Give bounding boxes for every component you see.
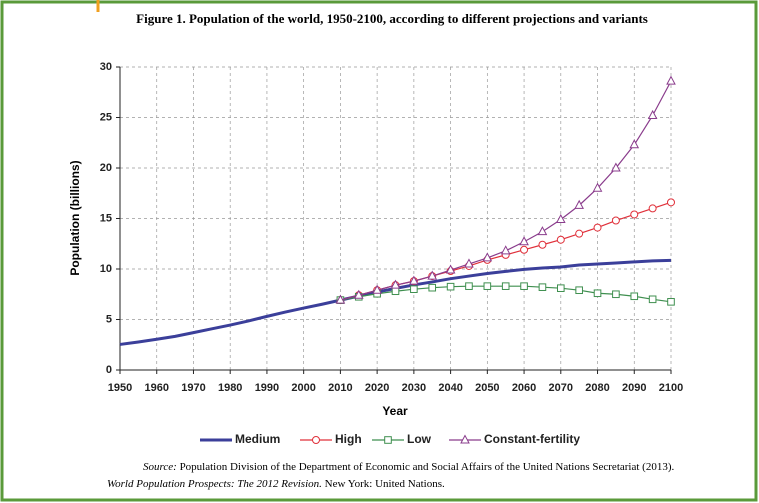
y-tick-label: 20	[100, 162, 112, 174]
legend-label: Medium	[235, 432, 280, 446]
y-tick-label: 5	[106, 313, 112, 325]
marker	[482, 252, 493, 262]
marker	[612, 290, 620, 299]
marker	[557, 284, 565, 292]
marker	[335, 294, 346, 304]
marker	[667, 298, 675, 306]
marker	[575, 229, 584, 238]
legend-label: High	[335, 432, 362, 446]
marker	[460, 434, 470, 444]
y-tick-label: 15	[100, 212, 112, 224]
marker	[520, 245, 529, 254]
citation: World Population Prospects: The 2012 Rev…	[107, 478, 445, 490]
marker	[390, 279, 401, 289]
marker	[410, 285, 418, 293]
x-tick-label: 2090	[622, 382, 646, 394]
marker	[556, 235, 565, 244]
x-tick-label: 2070	[549, 382, 573, 394]
marker	[647, 109, 658, 119]
x-tick-label: 2020	[365, 382, 389, 394]
marker	[520, 282, 528, 290]
y-tick-label: 10	[100, 263, 112, 275]
marker	[445, 264, 456, 274]
marker	[592, 182, 603, 192]
marker	[667, 198, 675, 207]
x-tick-label: 2100	[659, 382, 683, 394]
marker	[384, 436, 392, 444]
source: Source: Population Division of the Depar…	[143, 461, 674, 473]
marker	[611, 162, 621, 172]
marker	[666, 75, 676, 85]
citation-title: World Population Prospects: The 2012 Rev…	[107, 478, 322, 490]
marker	[575, 286, 583, 295]
marker	[630, 292, 639, 301]
marker	[500, 245, 511, 255]
marker	[428, 283, 437, 292]
source-label: Source:	[143, 461, 177, 473]
x-tick-label: 2000	[291, 382, 315, 394]
marker	[574, 199, 585, 209]
marker	[630, 210, 639, 219]
marker	[593, 223, 602, 232]
marker	[372, 284, 382, 294]
marker	[483, 282, 492, 290]
marker	[648, 295, 657, 304]
y-tick-label: 30	[100, 61, 112, 73]
marker	[464, 258, 474, 268]
marker	[427, 270, 438, 280]
x-tick-label: 2010	[328, 382, 352, 394]
series-line	[119, 258, 672, 346]
citation-text: New York: United Nations.	[322, 478, 445, 490]
marker	[391, 287, 400, 296]
x-axis-label: Year	[382, 404, 408, 418]
marker	[538, 283, 547, 291]
x-tick-label: 1990	[255, 382, 279, 394]
x-tick-label: 2030	[402, 382, 426, 394]
marker	[537, 226, 548, 236]
marker	[611, 216, 620, 225]
x-tick-label: 2060	[512, 382, 536, 394]
x-tick-label: 1970	[181, 382, 205, 394]
marker	[555, 213, 566, 224]
x-tick-label: 1980	[218, 382, 242, 394]
marker	[501, 282, 510, 290]
marker	[519, 236, 529, 246]
source-text: Population Division of the Department of…	[177, 461, 675, 473]
marker	[538, 240, 547, 249]
x-tick-label: 1950	[108, 382, 132, 394]
x-tick-label: 2050	[475, 382, 499, 394]
chart-title: Figure 1. Population of the world, 1950-…	[136, 11, 648, 26]
y-tick-label: 25	[100, 111, 112, 123]
marker	[312, 436, 320, 444]
marker	[648, 204, 657, 213]
x-tick-label: 2040	[438, 382, 462, 394]
marker	[593, 289, 602, 298]
legend-label: Constant-fertility	[484, 432, 580, 446]
y-axis-label: Population (billions)	[68, 160, 82, 275]
marker	[465, 282, 473, 290]
series-line	[340, 80, 672, 301]
x-tick-label: 1960	[144, 382, 168, 394]
marker	[353, 289, 364, 299]
legend-label: Low	[407, 432, 432, 446]
marker	[409, 275, 419, 285]
y-tick-label: 0	[106, 364, 112, 376]
marker	[629, 139, 640, 149]
x-tick-label: 2080	[585, 382, 609, 394]
marker	[446, 282, 455, 291]
